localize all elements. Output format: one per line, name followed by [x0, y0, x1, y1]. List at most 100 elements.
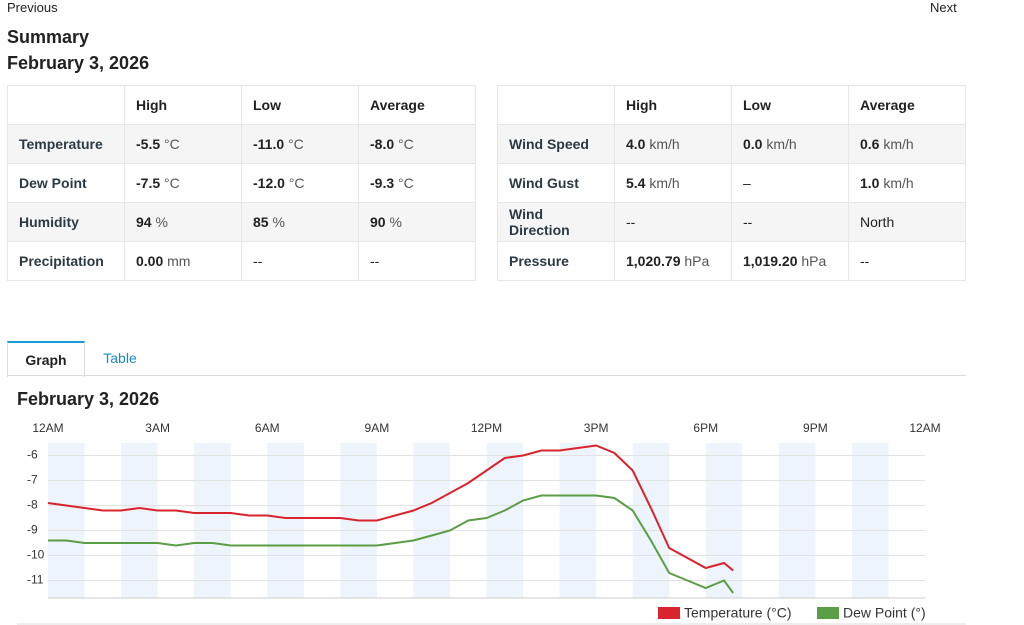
summary-table: High Low Average Temperature -5.5 °C -11.0 °C… — [7, 85, 476, 281]
cell-value: -- — [253, 253, 263, 269]
cell: 0.00 mm — [124, 241, 242, 281]
cell: 0.0 km/h — [731, 124, 849, 164]
previous-link[interactable]: Previous — [7, 0, 58, 15]
summary-title: Summary — [7, 27, 90, 47]
cell: -12.0 °C — [241, 163, 359, 203]
cell: -5.5 °C — [124, 124, 242, 164]
x-tick-label: 6AM — [255, 421, 280, 435]
cell: – — [731, 163, 849, 203]
cell-unit: % — [389, 214, 402, 230]
tab[interactable]: Table — [103, 350, 137, 366]
cell-value: -- — [370, 253, 380, 269]
cell-value: -5.5 — [136, 136, 161, 152]
y-tick-label: -10 — [27, 548, 45, 562]
row: Wind Speed 4.0 km/h 0.0 km/h 0.6 km/h — [497, 124, 966, 164]
cell-unit: °C — [398, 175, 414, 191]
cell: -- — [731, 202, 849, 242]
cell-value: -- — [626, 214, 636, 230]
cell-unit: mm — [167, 253, 191, 269]
summary-date: February 3, 2026 — [7, 53, 150, 73]
header-cell — [7, 85, 125, 125]
cell-value: -- — [743, 214, 753, 230]
hour-band — [851, 443, 889, 598]
cell-unit: °C — [164, 175, 180, 191]
cell: -8.0 °C — [358, 124, 476, 164]
cell-value: 85 — [253, 214, 269, 230]
legend-swatch — [817, 607, 839, 619]
next-link[interactable]: Next — [930, 0, 957, 15]
cell: -- — [358, 241, 476, 281]
row-label: Precipitation — [7, 241, 125, 281]
cell-value: -9.3 — [370, 175, 395, 191]
x-tick-label: 9PM — [803, 421, 828, 435]
summary-table: High Low Average Wind Speed 4.0 km/h 0.0 km/h… — [497, 85, 966, 281]
cell: 85 % — [241, 202, 359, 242]
tab[interactable]: Graph — [7, 341, 85, 377]
header-row: High Low Average — [497, 85, 966, 125]
cell-unit: °C — [398, 136, 414, 152]
header-cell: Low — [241, 85, 359, 125]
cell-value: -11.0 — [253, 136, 285, 152]
tab-divider — [7, 375, 966, 376]
cell: -11.0 °C — [241, 124, 359, 164]
legend-label: Temperature (°C) — [684, 605, 792, 621]
hour-band — [48, 443, 85, 598]
x-tick-label: 12AM — [909, 421, 940, 435]
x-tick-label: 6PM — [693, 421, 718, 435]
row-label: Humidity — [7, 202, 125, 242]
x-tick-label: 3AM — [145, 421, 170, 435]
row: Humidity 94 % 85 % 90 % — [7, 202, 476, 242]
graph-title: February 3, 2026 — [17, 389, 160, 409]
row: Temperature -5.5 °C -11.0 °C -8.0 °C — [7, 124, 476, 164]
cell-unit: km/h — [883, 136, 914, 152]
header-cell — [497, 85, 615, 125]
cell: -- — [848, 241, 966, 281]
cell-unit: km/h — [649, 136, 680, 152]
x-tick-label: 9AM — [365, 421, 390, 435]
cell-value: 0.00 — [136, 253, 164, 269]
header-cell: High — [614, 85, 732, 125]
row: Dew Point -7.5 °C -12.0 °C -9.3 °C — [7, 163, 476, 203]
cell-unit: % — [272, 214, 285, 230]
series-line — [47, 444, 734, 572]
row: Wind Direction -- -- North — [497, 202, 966, 242]
cell: 1.0 km/h — [848, 163, 966, 203]
cell-value: 94 — [136, 214, 152, 230]
row-label: Pressure — [497, 241, 615, 281]
cell: -- — [241, 241, 359, 281]
cell: 1,019.20 hPa — [731, 241, 849, 281]
cell-unit: °C — [164, 136, 180, 152]
cell: 4.0 km/h — [614, 124, 732, 164]
cell-value: 1,020.79 — [626, 253, 681, 269]
x-tick-label: 3PM — [584, 421, 609, 435]
hour-band — [559, 443, 597, 598]
cell-value: 0.6 — [860, 136, 880, 152]
y-tick-label: -9 — [27, 523, 38, 537]
cell-unit: °C — [288, 175, 305, 191]
hour-band — [705, 443, 743, 598]
cell-unit: km/h — [766, 136, 797, 152]
series-line — [48, 494, 734, 594]
cell-value: 90 — [370, 214, 386, 230]
cell-unit: °C — [288, 136, 304, 152]
header-cell: Average — [848, 85, 966, 125]
cell-value: – — [743, 175, 751, 191]
legend-swatch — [658, 607, 680, 619]
cell: 0.6 km/h — [848, 124, 966, 164]
cell: 5.4 km/h — [614, 163, 732, 203]
hour-band — [486, 443, 524, 598]
cell-value: 4.0 — [626, 136, 646, 152]
legend-label: Dew Point (°) — [843, 605, 926, 621]
cell-value: 1,019.20 — [743, 253, 798, 269]
hour-band — [267, 443, 304, 598]
hour-band — [194, 443, 231, 598]
header-cell: Low — [731, 85, 849, 125]
hour-band — [121, 443, 158, 598]
row: Precipitation 0.00 mm -- -- — [7, 241, 476, 281]
cell-unit: km/h — [649, 175, 680, 191]
hour-band — [778, 443, 816, 598]
cell: North — [848, 202, 966, 242]
cell: 1,020.79 hPa — [614, 241, 732, 281]
y-tick-label: -11 — [27, 573, 44, 587]
y-tick-label: -6 — [27, 448, 38, 462]
